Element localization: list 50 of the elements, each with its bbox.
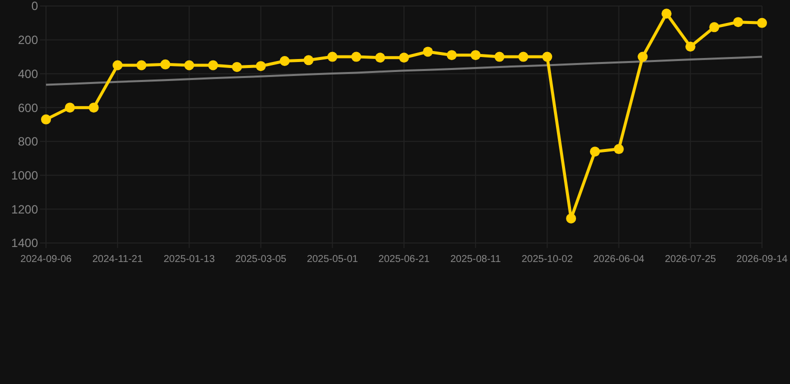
x-tick-label: 2024-09-06 xyxy=(20,254,72,265)
point xyxy=(542,52,552,62)
y-tick-label: 200 xyxy=(18,33,38,48)
point xyxy=(685,42,696,52)
point xyxy=(184,60,194,70)
point xyxy=(614,144,624,154)
point xyxy=(256,61,266,72)
x-tick-label: 2025-03-05 xyxy=(235,254,287,265)
point xyxy=(733,17,744,28)
point xyxy=(304,55,314,66)
point xyxy=(232,62,242,72)
y-tick-label: 1200 xyxy=(11,202,38,216)
point xyxy=(757,18,767,28)
y-tick-label: 600 xyxy=(18,100,38,115)
x-tick-label: 2024-11-21 xyxy=(92,254,144,265)
y-tick-label: 800 xyxy=(18,134,38,149)
point xyxy=(518,52,528,62)
point xyxy=(136,60,146,70)
x-tick-label: 2025-10-02 xyxy=(522,254,574,265)
point xyxy=(208,60,218,70)
x-tick-label: 2025-08-11 xyxy=(450,254,502,265)
point xyxy=(662,8,672,19)
point xyxy=(709,22,720,32)
y-tick-label: 1000 xyxy=(11,168,38,182)
x-tick-label: 2026-06-04 xyxy=(593,254,645,265)
point xyxy=(280,56,290,66)
x-tick-label: 2025-06-21 xyxy=(378,254,430,265)
y-tick-label: 0 xyxy=(31,0,38,14)
point xyxy=(327,52,338,62)
point xyxy=(88,102,99,113)
point xyxy=(64,102,75,113)
point xyxy=(41,114,51,124)
point xyxy=(160,59,170,70)
point xyxy=(112,60,123,70)
point xyxy=(638,52,648,62)
y-tick-label: 1400 xyxy=(11,236,38,250)
point xyxy=(351,52,362,62)
point xyxy=(494,52,504,62)
point xyxy=(375,52,386,63)
x-tick-label: 2025-05-01 xyxy=(306,254,358,265)
x-tick-label: 2026-07-25 xyxy=(664,254,716,265)
x-tick-label: 2025-01-13 xyxy=(164,254,216,265)
point xyxy=(566,213,576,224)
point xyxy=(590,146,600,157)
y-tick-label: 400 xyxy=(18,66,38,81)
point xyxy=(470,50,481,60)
x-tick-label: 2026-09-14 xyxy=(736,254,788,265)
point xyxy=(399,52,409,63)
point xyxy=(446,50,457,60)
point xyxy=(422,46,433,57)
